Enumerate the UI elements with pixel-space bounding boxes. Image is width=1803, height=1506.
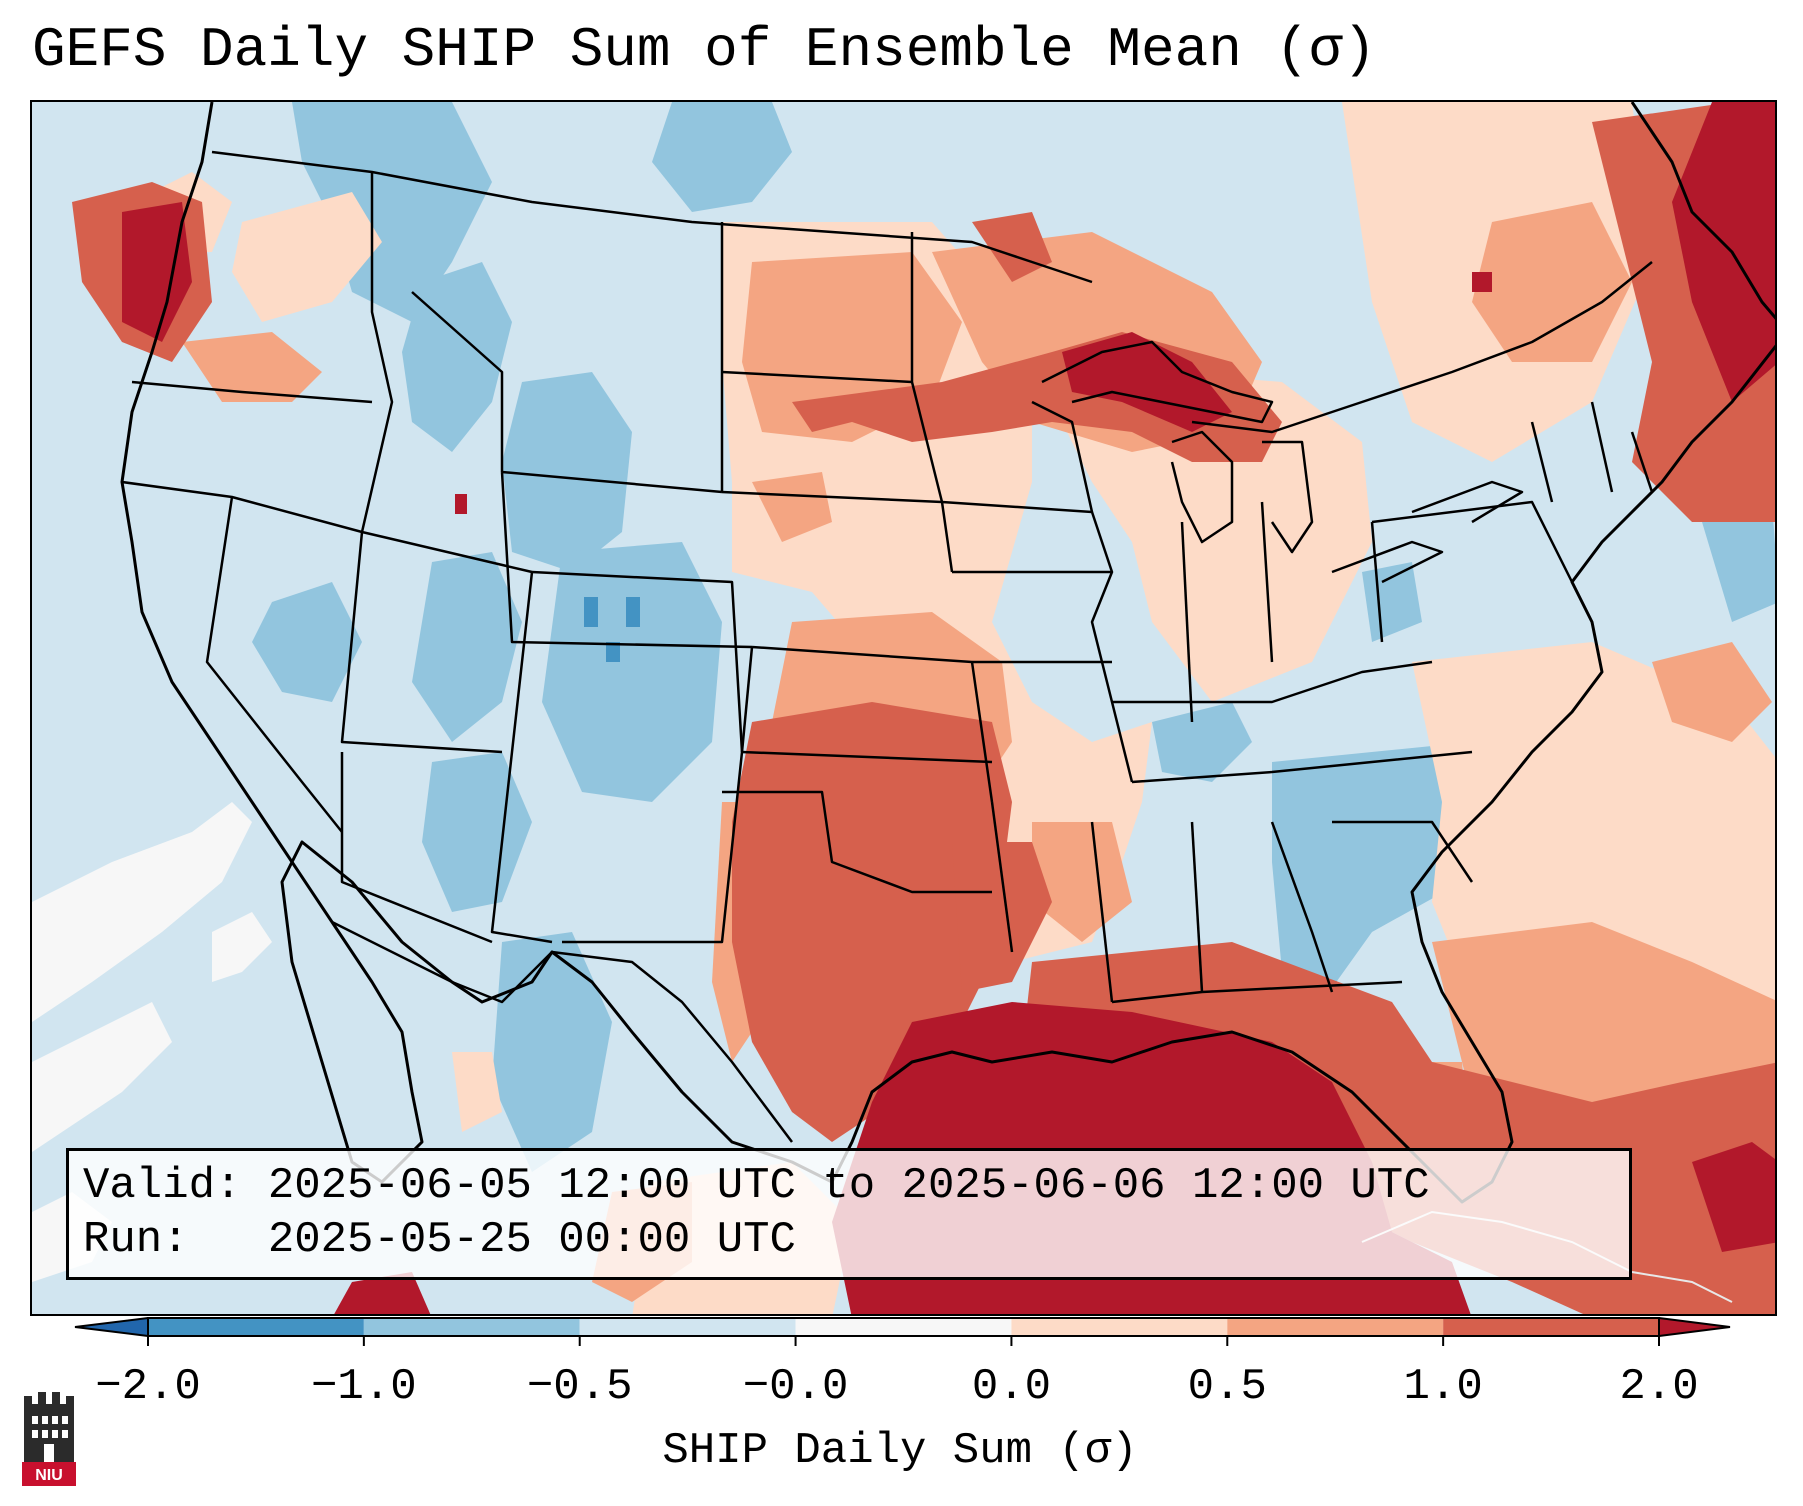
anomaly-map bbox=[32, 102, 1775, 1314]
colorbar-extend-high bbox=[1659, 1318, 1730, 1336]
colorbar-bin bbox=[1011, 1318, 1228, 1336]
colorbar-tick-label: 1.0 bbox=[1403, 1362, 1483, 1412]
colorbar-tick-label: 0.0 bbox=[971, 1362, 1052, 1412]
colorbar-label: SHIP Daily Sum (σ) bbox=[662, 1426, 1138, 1476]
colorbar-tick-label: −0.0 bbox=[742, 1362, 849, 1412]
colorbar-tick-label: −1.0 bbox=[311, 1362, 417, 1412]
run-time-line: Run: 2025-05-25 00:00 UTC bbox=[83, 1215, 796, 1265]
state-borders bbox=[121, 150, 1654, 1143]
map-panel bbox=[30, 100, 1777, 1316]
run-info-box: Valid: 2025-06-05 12:00 UTC to 2025-06-0… bbox=[66, 1148, 1632, 1280]
logo-text: NIU bbox=[35, 1467, 63, 1484]
colorbar-bin bbox=[363, 1318, 580, 1336]
castle-icon bbox=[22, 1392, 76, 1486]
west-negative-anomaly bbox=[252, 102, 1775, 1172]
colorbar-bin bbox=[1443, 1318, 1659, 1336]
colorbar-tick-label: −0.5 bbox=[526, 1362, 633, 1412]
colorbar-tick-label: 2.0 bbox=[1619, 1362, 1699, 1412]
niu-logo: NIU bbox=[20, 1390, 78, 1486]
colorbar-extend-low bbox=[75, 1318, 148, 1336]
valid-time-line: Valid: 2025-06-05 12:00 UTC to 2025-06-0… bbox=[83, 1161, 1430, 1211]
colorbar-bin bbox=[795, 1318, 1012, 1336]
colorbar-bin bbox=[579, 1318, 796, 1336]
colorbar-tick-label: −2.0 bbox=[95, 1362, 201, 1412]
colorbar-bin bbox=[1227, 1318, 1444, 1336]
page-title: GEFS Daily SHIP Sum of Ensemble Mean (σ) bbox=[32, 18, 1377, 82]
colorbar-bin bbox=[148, 1318, 364, 1336]
colorbar-tick-label: 0.5 bbox=[1187, 1362, 1267, 1412]
